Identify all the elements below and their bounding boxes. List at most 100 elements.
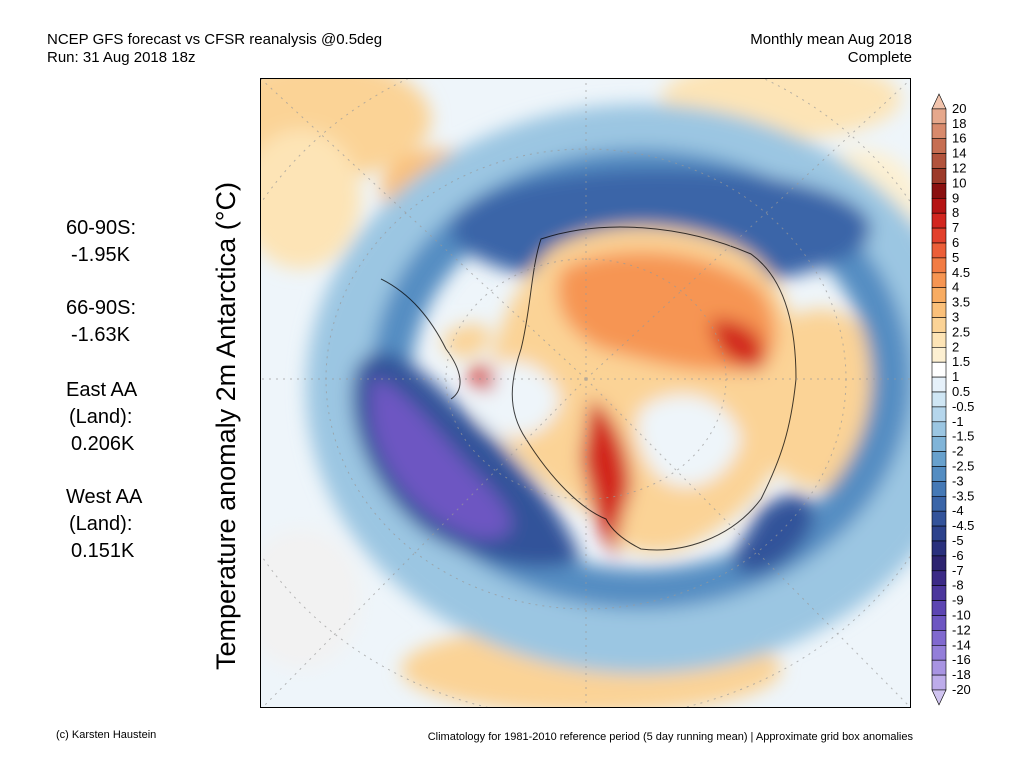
colorbar-tick-label: -10 <box>952 608 971 623</box>
colorbar-swatch <box>931 481 947 497</box>
stat-east-aa: East AA (Land): 0.206K <box>66 377 137 458</box>
footer-note: Climatology for 1981-2010 reference peri… <box>427 731 913 743</box>
colorbar-tick-label: 1.5 <box>952 354 970 369</box>
colorbar-swatch <box>931 376 947 393</box>
stat-value: -1.63K <box>71 324 130 346</box>
colorbar-tick-label: 3 <box>952 310 959 325</box>
colorbar-tick-label: -6 <box>952 548 964 563</box>
stat-west-aa: West AA (Land): 0.151K <box>66 484 142 565</box>
colorbar-tick-label: 7 <box>952 220 959 235</box>
colorbar-tick-label: 4.5 <box>952 265 970 280</box>
header-left: NCEP GFS forecast vs CFSR reanalysis @0.… <box>47 31 382 67</box>
colorbar-tick-label: 2 <box>952 339 959 354</box>
colorbar-tick-label: 12 <box>952 161 966 176</box>
anomaly-map <box>260 78 911 708</box>
colorbar-swatch <box>931 466 947 482</box>
colorbar-swatch <box>931 302 947 318</box>
colorbar-tick-label: -3.5 <box>952 488 974 503</box>
colorbar-tick-label: 4 <box>952 280 959 295</box>
colorbar-tick-label: 5 <box>952 250 959 265</box>
stat-label-2: (Land): <box>69 406 133 428</box>
header-right: Monthly mean Aug 2018 Complete <box>640 31 912 67</box>
colorbar-swatch <box>931 510 947 527</box>
colorbar-tick-label: -9 <box>952 593 964 608</box>
colorbar-swatch <box>931 585 947 601</box>
colorbar-tick-label: 8 <box>952 205 959 220</box>
y-axis-label: Temperature anomaly 2m Antarctica (°C) <box>211 182 241 670</box>
colorbar-svg: 201816141210987654.543.532.521.510.5-0.5… <box>931 93 974 706</box>
colorbar-swatch <box>931 361 947 378</box>
colorbar-tick-label: -8 <box>952 578 964 593</box>
colorbar-swatch <box>931 227 947 244</box>
run-time: Run: 31 Aug 2018 18z <box>47 49 196 66</box>
colorbar-swatch <box>931 630 947 646</box>
footer-credit: (c) Karsten Haustein <box>56 729 157 741</box>
colorbar-swatch <box>931 346 947 363</box>
colorbar-swatch <box>931 525 947 542</box>
colorbar-swatch <box>931 242 947 259</box>
colorbar-swatch <box>931 93 947 110</box>
colorbar-swatch <box>931 644 947 661</box>
colorbar-tick-label: 3.5 <box>952 295 970 310</box>
stat-value: 0.151K <box>71 540 135 562</box>
colorbar-swatch <box>931 257 947 274</box>
colorbar-swatch <box>931 198 947 214</box>
colorbar-tick-label: -1 <box>952 414 964 429</box>
colorbar-swatch <box>931 391 947 408</box>
colorbar-tick-label: -2 <box>952 444 964 459</box>
map-canvas <box>261 79 910 707</box>
colorbar-swatch <box>931 659 947 676</box>
colorbar-tick-label: 0.5 <box>952 384 970 399</box>
stat-60-90s: 60-90S: -1.95K <box>66 215 136 269</box>
colorbar-swatch <box>931 495 947 512</box>
colorbar-tick-label: 20 <box>952 101 966 116</box>
colorbar-swatch <box>931 108 947 125</box>
colorbar-swatch <box>931 153 947 169</box>
colorbar-tick-label: 10 <box>952 175 966 190</box>
status-label: Complete <box>847 49 912 66</box>
colorbar-swatch <box>931 168 947 184</box>
colorbar-tick-label: -12 <box>952 622 971 637</box>
colorbar-swatch <box>931 570 947 586</box>
colorbar-swatch <box>931 332 947 348</box>
colorbar-tick-label: -18 <box>952 667 971 682</box>
colorbar-swatch <box>931 272 947 289</box>
colorbar-tick-label: -4.5 <box>952 518 974 533</box>
colorbar-swatch <box>931 123 947 139</box>
colorbar-swatch <box>931 674 947 691</box>
colorbar-tick-label: 1 <box>952 369 959 384</box>
colorbar-swatch <box>931 421 947 437</box>
colorbar-swatch <box>931 406 947 423</box>
colorbar-tick-label: 6 <box>952 235 959 250</box>
colorbar-swatch <box>931 287 947 303</box>
colorbar-swatch <box>931 451 947 467</box>
stat-value: -1.95K <box>71 244 130 266</box>
colorbar-tick-label: -14 <box>952 637 971 652</box>
colorbar-swatch <box>931 317 947 333</box>
colorbar-swatch <box>931 540 947 557</box>
stat-value: 0.206K <box>71 433 135 455</box>
chart-title: NCEP GFS forecast vs CFSR reanalysis @0.… <box>47 31 383 48</box>
colorbar-swatch <box>931 615 947 631</box>
stat-label: East AA <box>66 379 138 401</box>
colorbar-swatch <box>931 555 947 572</box>
colorbar-tick-label: -5 <box>952 533 964 548</box>
stat-label: 66-90S: <box>66 297 137 319</box>
colorbar-tick-label: -1.5 <box>952 429 974 444</box>
colorbar-tick-label: -0.5 <box>952 399 974 414</box>
colorbar-swatch <box>931 212 947 229</box>
graticule <box>261 79 910 707</box>
period-label: Monthly mean Aug 2018 <box>750 31 912 48</box>
stat-label: 60-90S: <box>66 217 137 239</box>
stat-label-2: (Land): <box>69 513 133 535</box>
colorbar-swatch <box>931 183 947 199</box>
colorbar: 20 18 16 14 12 10 9 8 7 6 5 4.5 4 3.5 3 2.5 2 1.5 1 0.5 -0.5… <box>930 86 1020 711</box>
colorbar-tick-label: 14 <box>952 146 966 161</box>
colorbar-tick-label: -16 <box>952 652 971 667</box>
colorbar-tick-label: -7 <box>952 563 964 578</box>
stat-66-90s: 66-90S: -1.63K <box>66 295 136 349</box>
colorbar-swatch <box>931 138 947 154</box>
coastline <box>511 226 797 551</box>
colorbar-tick-label: -2.5 <box>952 459 974 474</box>
colorbar-tick-label: -4 <box>952 503 964 518</box>
